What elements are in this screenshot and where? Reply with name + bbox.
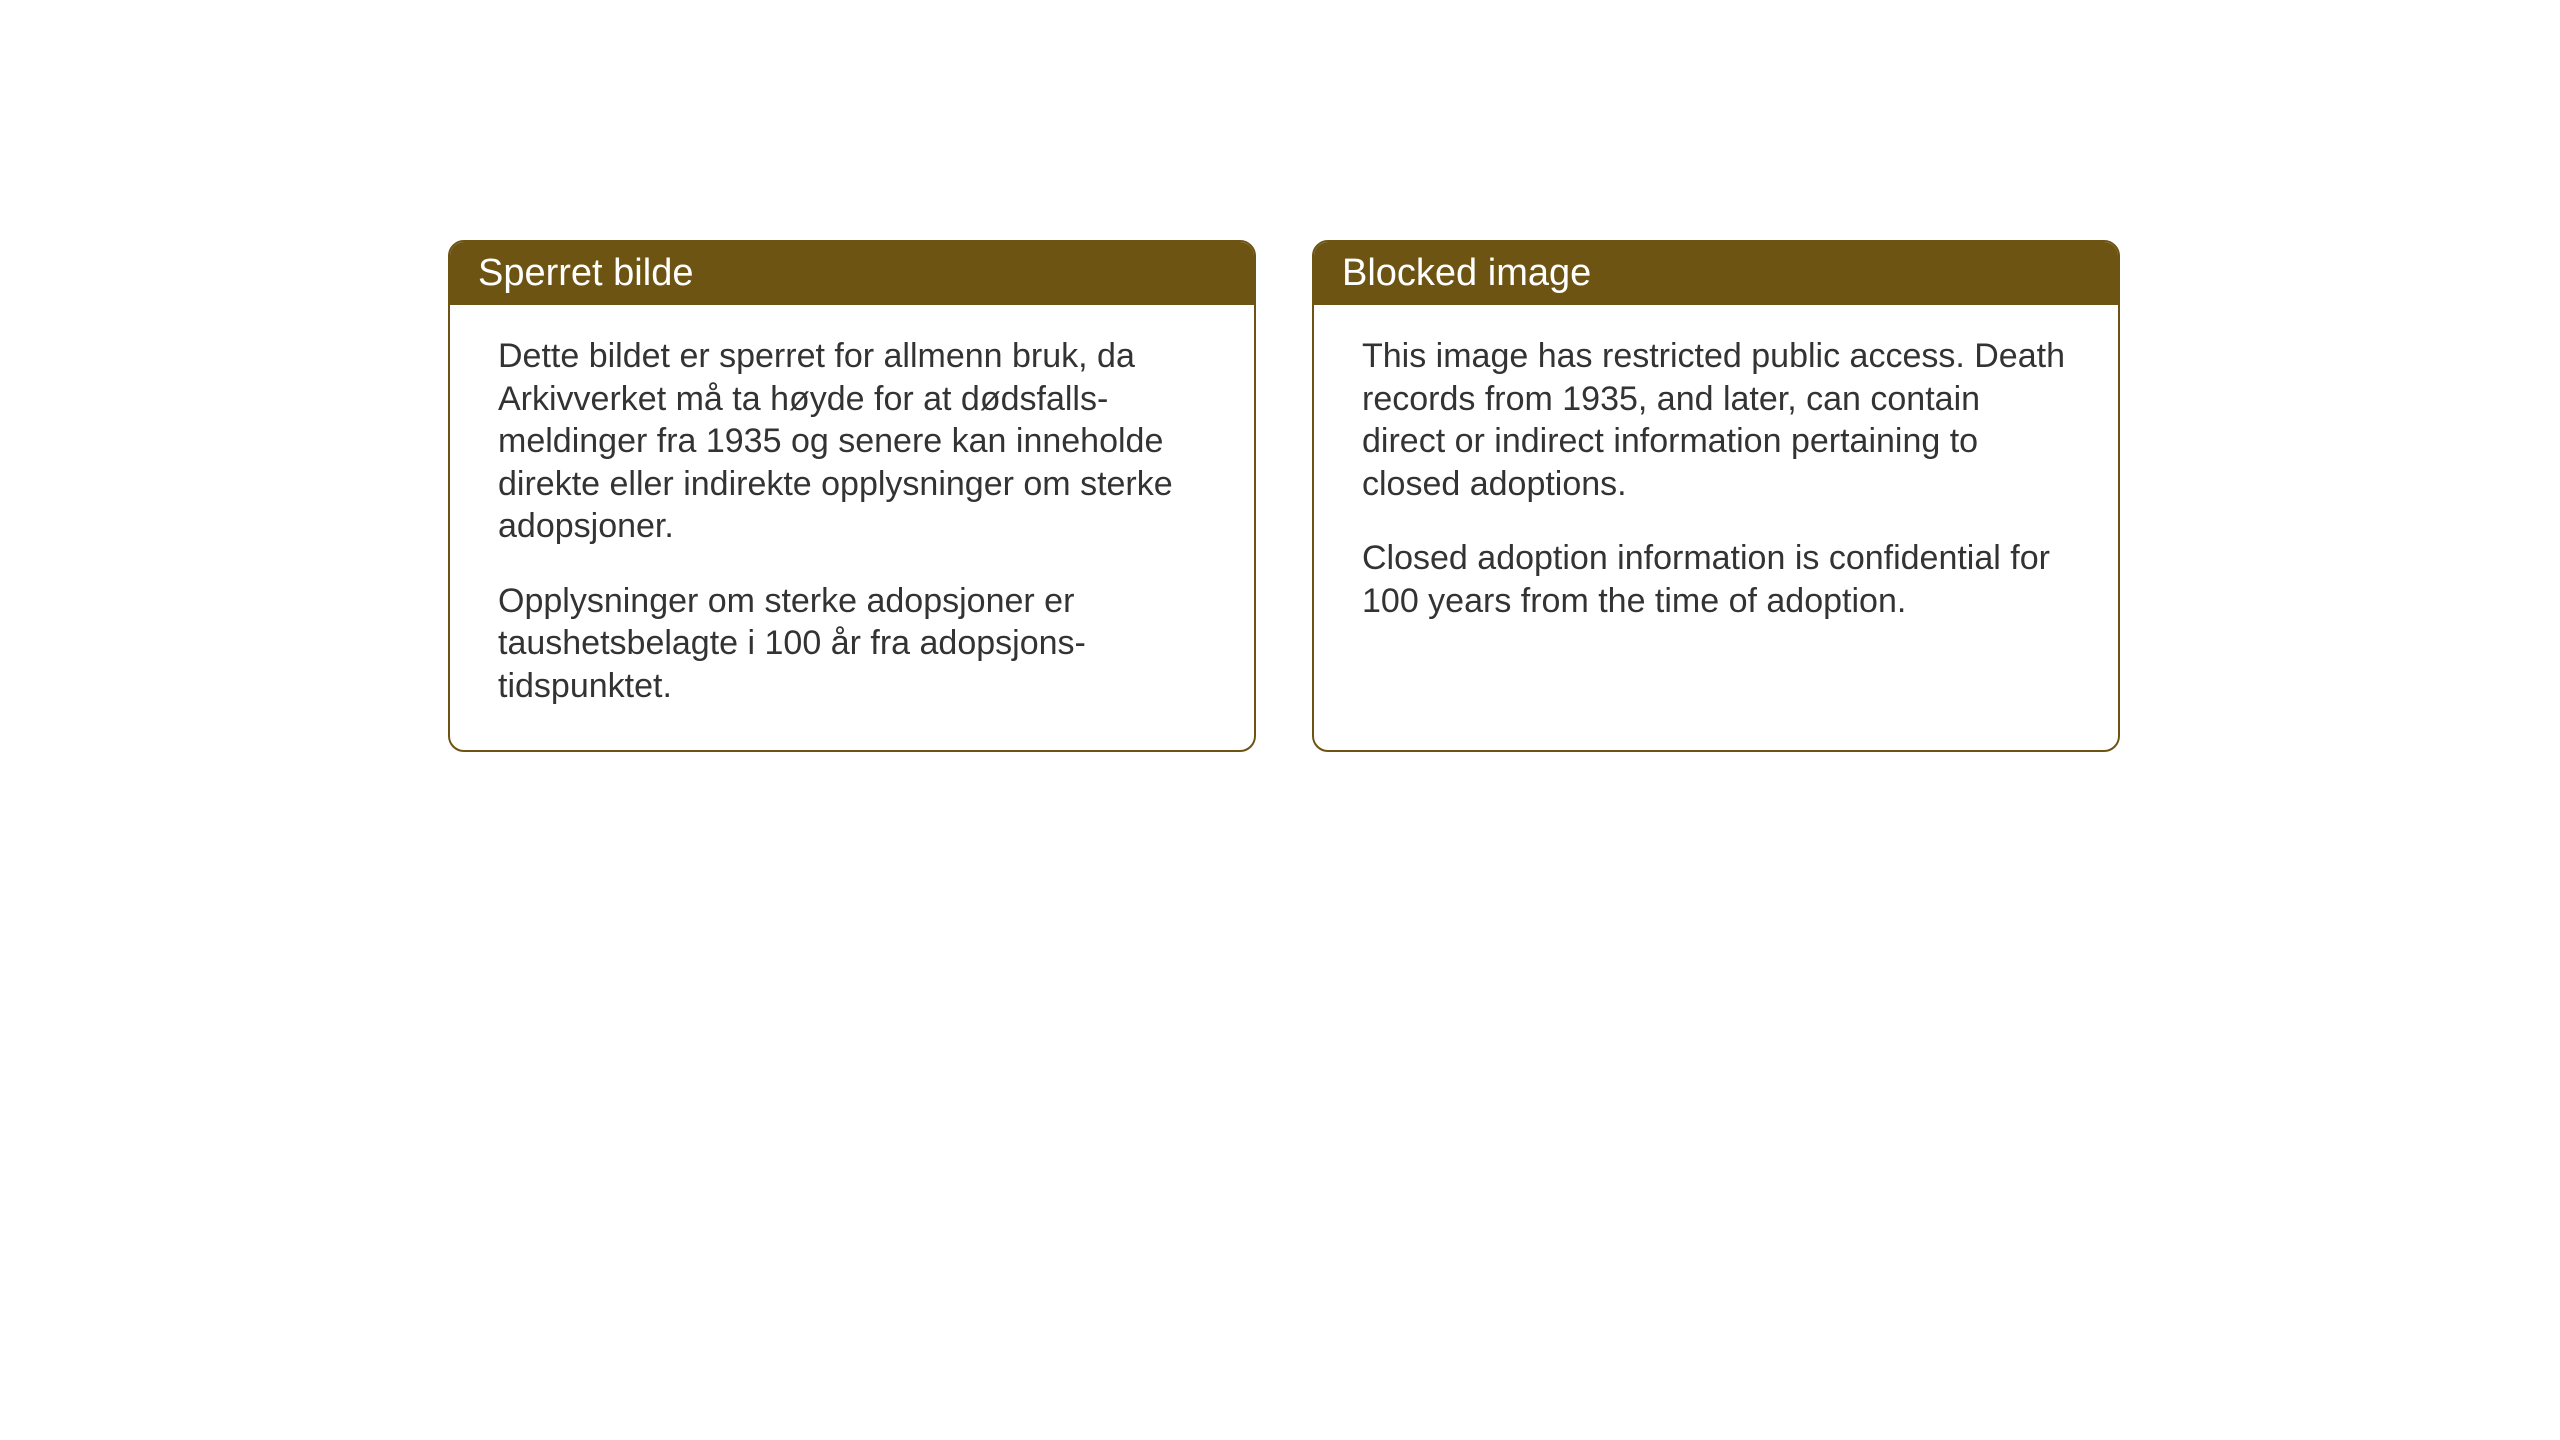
norwegian-card-header: Sperret bilde [450, 242, 1254, 305]
english-paragraph-1: This image has restricted public access.… [1362, 335, 2070, 505]
cards-container: Sperret bilde Dette bildet er sperret fo… [448, 240, 2120, 752]
norwegian-paragraph-2: Opplysninger om sterke adopsjoner er tau… [498, 580, 1206, 708]
norwegian-card: Sperret bilde Dette bildet er sperret fo… [448, 240, 1256, 752]
english-card-body: This image has restricted public access.… [1314, 305, 2118, 662]
norwegian-card-title: Sperret bilde [478, 252, 693, 294]
english-paragraph-2: Closed adoption information is confident… [1362, 537, 2070, 622]
english-card: Blocked image This image has restricted … [1312, 240, 2120, 752]
norwegian-card-body: Dette bildet er sperret for allmenn bruk… [450, 305, 1254, 747]
norwegian-paragraph-1: Dette bildet er sperret for allmenn bruk… [498, 335, 1206, 548]
english-card-title: Blocked image [1342, 252, 1591, 294]
english-card-header: Blocked image [1314, 242, 2118, 305]
